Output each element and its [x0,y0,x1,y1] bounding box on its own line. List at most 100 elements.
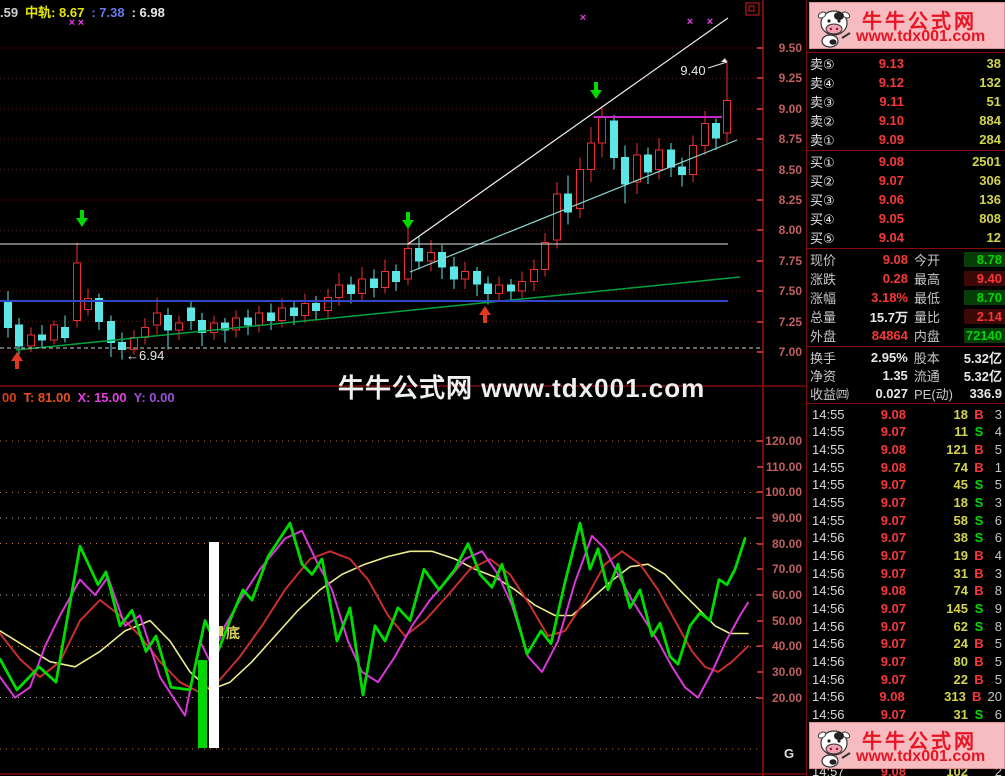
axis-tick [757,696,763,699]
tick-time: 14:56 [812,689,845,705]
tick-volume: 31 [953,565,968,581]
info-label: 量比 [914,310,941,325]
order-level-label: 卖⑤ [810,57,835,72]
candle-body [518,280,526,292]
order-price: 9.13 [878,56,904,71]
candle-body [473,271,481,285]
tick-count: 6 [994,512,1002,528]
candle-body [461,271,469,280]
tick-price: 9.07 [880,424,906,440]
axis-tick [757,568,763,571]
tick-trade-row: 14:56 9.08 74 B 8 [807,582,1005,600]
axis-tick-label: 20.00 [771,690,802,705]
bottom-ad-banner[interactable]: 牛牛公式网 www.tdx001.com [809,722,1005,769]
candle-body [301,302,309,317]
info-value: 0.027 [875,386,908,401]
tick-count: 5 [994,441,1002,457]
tick-count: 3 [994,406,1002,422]
tick-trade-row: 14:56 9.07 31 B 3 [807,564,1005,582]
top-ad-banner[interactable]: 牛牛公式网 www.tdx001.com [809,2,1005,49]
oscillator-readout: 00 T: 81.00 X: 15.00 Y: 0.00 [2,390,182,405]
candle-body [221,322,229,331]
tick-trade-row: 14:56 9.07 22 B 5 [807,670,1005,688]
tick-count: 6 [994,706,1002,722]
sell-order-row[interactable]: 卖③ 9.11 51 [807,92,1005,111]
candle-body [644,154,652,173]
axis-tick [757,542,763,545]
annotation-arrow-head [721,58,727,62]
tick-price: 9.07 [880,653,906,669]
tick-volume: 58 [953,512,968,528]
order-volume: 808 [979,211,1001,226]
order-price: 9.09 [878,132,904,147]
buy-order-row[interactable]: 买③ 9.06 136 [807,190,1005,209]
indicator-value: .59 [0,5,19,20]
tick-count: 5 [994,653,1002,669]
tick-time: 14:56 [812,636,845,652]
axis-tick-label: 7.50 [778,284,802,299]
tick-price: 9.08 [880,406,906,422]
buy-order-row[interactable]: 买② 9.07 306 [807,171,1005,190]
red-line [0,550,749,694]
sell-order-row[interactable]: 卖② 9.10 884 [807,111,1005,130]
info-value: 84864 [871,328,908,343]
candle-body [73,262,81,321]
buy-order-row[interactable]: 买④ 9.05 808 [807,209,1005,228]
axis-tick-label: 30.00 [771,664,802,679]
candle-body [50,324,58,341]
sell-order-row[interactable]: 卖④ 9.12 132 [807,73,1005,92]
order-level-label: 卖③ [810,95,835,110]
cyan-wedge-lower-line [409,139,738,273]
order-price: 9.07 [878,173,904,188]
tick-direction-flag: B [974,653,984,669]
axis-panel-divider [806,0,807,776]
candle-body [95,297,103,323]
info-label: 现价 [810,253,837,268]
tick-price: 9.07 [880,565,906,581]
tick-trade-row: 14:56 9.07 19 B 4 [807,546,1005,564]
tick-direction-flag: S [974,512,984,528]
tick-count: 4 [994,547,1002,563]
axis-tick [757,619,763,622]
stock-info-row: 总量 15.7万 量比 2.14 [807,307,1005,326]
buy-order-row[interactable]: 买① 9.08 2501 [807,152,1005,171]
tick-time: 14:56 [812,671,845,687]
axis-tick-label: 9.50 [778,41,802,55]
green-signal-bar [198,660,207,748]
x-signal-marker: × [580,12,586,24]
info-label: 净资 [810,369,837,384]
info-label: 最高 [914,272,941,287]
tick-time: 14:55 [812,477,845,493]
candle-body [324,296,332,312]
info-value: 9.40 [964,271,1005,286]
info-label: 换手 [810,351,837,366]
banner-url: www.tdx001.com [856,28,986,45]
indicator-axis: 120.00 110.00 100.00 90.00 80.00 70.00 60.00 50… [764,385,804,776]
axis-tick-label: 100.00 [765,485,802,500]
tick-price: 9.07 [880,600,906,616]
tick-price: 9.07 [880,706,906,722]
tick-price: 9.08 [880,441,906,457]
tick-price: 9.07 [880,477,906,493]
info-label: 内盘 [913,329,940,344]
info-value: 2.95% [870,350,908,365]
info-value: 72140 [963,328,1005,343]
info-value: 2.14 [964,309,1005,324]
white-wedge-upper-line [407,17,729,245]
tick-volume: 38 [953,530,968,546]
tick-trade-row: 14:56 9.07 38 S 6 [807,529,1005,547]
sell-order-row[interactable]: 卖⑤ 9.13 38 [807,54,1005,73]
separator [806,52,1005,53]
tick-direction-flag: S [974,477,984,493]
info-value: 0.28 [882,271,908,286]
candle-body [450,266,458,280]
buy-order-row[interactable]: 买⑤ 9.04 12 [807,228,1005,247]
tick-time: 14:55 [812,424,845,440]
tick-trade-row: 14:55 9.08 121 B 5 [807,440,1005,458]
tick-time: 14:55 [812,512,845,528]
window-box-icon [745,2,760,16]
candle-body [392,271,400,282]
sell-order-row[interactable]: 卖① 9.09 284 [807,130,1005,149]
order-level-label: 买⑤ [810,231,835,246]
